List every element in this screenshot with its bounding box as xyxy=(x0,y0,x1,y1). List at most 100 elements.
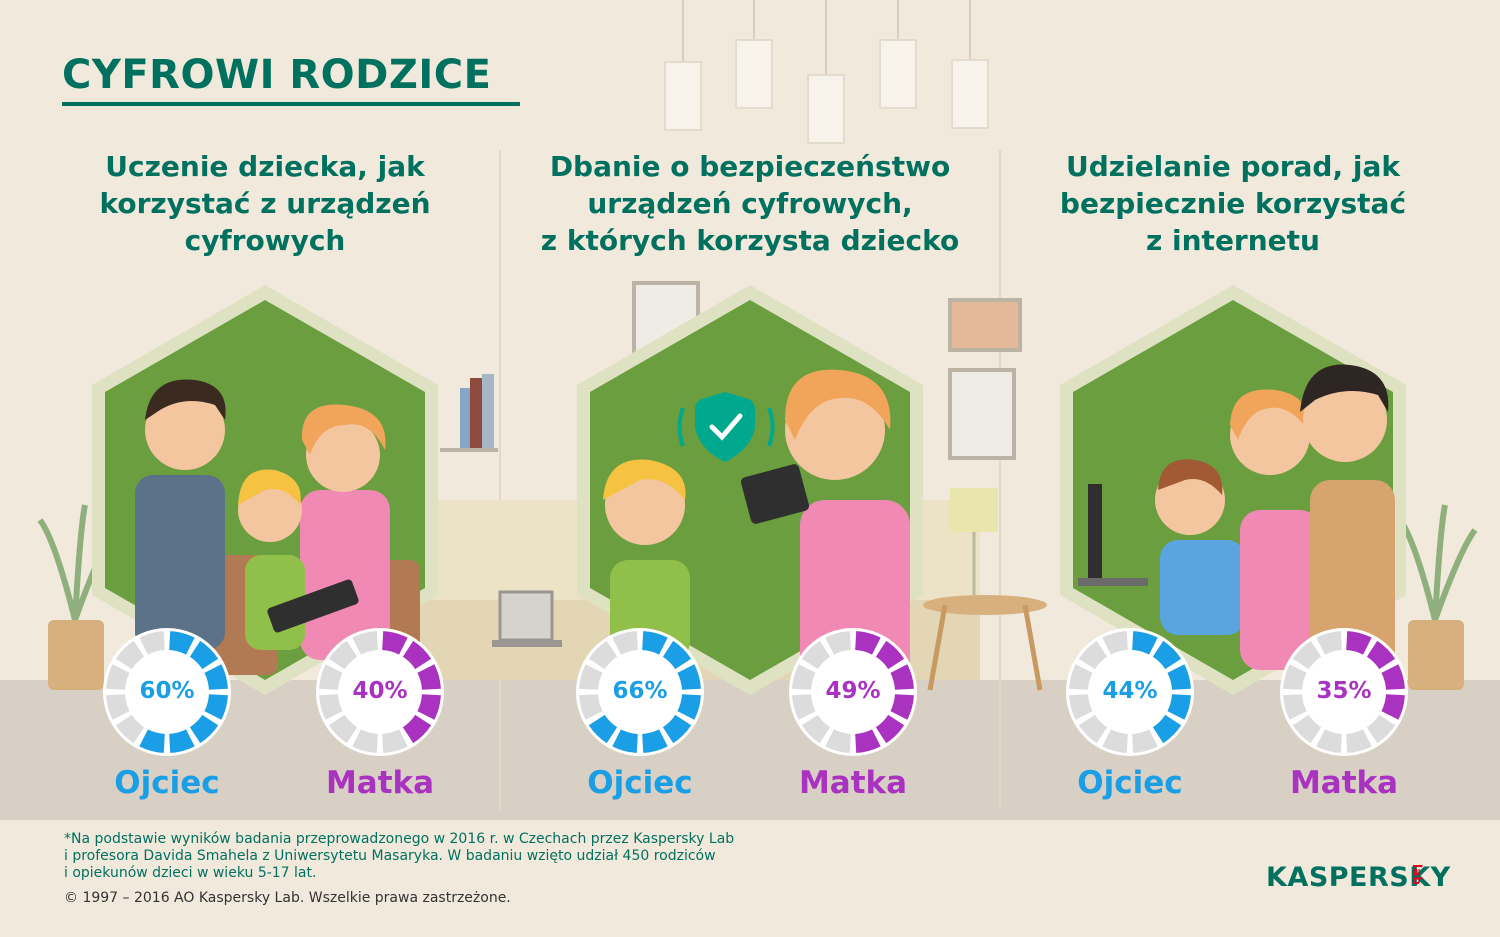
mother-gauge-segment xyxy=(1283,664,1307,690)
father-gauge-segment xyxy=(1078,640,1108,670)
father-gauge-segment xyxy=(1069,694,1093,720)
father-gauge-segment xyxy=(662,714,692,744)
footnote-line: i opiekunów dzieci w wieku 5-17 lat. xyxy=(64,865,317,881)
column-heading-line: bezpiecznie korzystać xyxy=(1059,187,1407,220)
father-percent-1: 60% xyxy=(139,678,195,704)
mother-gauge-segment xyxy=(402,714,432,744)
mother-gauge-segment xyxy=(801,714,831,744)
father-gauge-segment xyxy=(1102,729,1128,753)
father-gauge-segment xyxy=(579,694,603,720)
mother-gauge-segment xyxy=(825,729,851,753)
shield-check-icon xyxy=(677,392,775,462)
father-gauge-segment xyxy=(1167,664,1191,690)
mother-label-3: Matka xyxy=(1289,765,1399,801)
footnote-line: i profesora Davida Smahela z Uniwersytet… xyxy=(64,848,716,864)
father-icon-3 xyxy=(1300,364,1395,670)
father-gauge-segment xyxy=(642,631,668,655)
father-gauge-segment xyxy=(1069,664,1093,690)
table-icon xyxy=(923,595,1047,691)
copyright: © 1997 – 2016 AO Kaspersky Lab. Wszelkie… xyxy=(64,890,511,906)
pendant-lamps-icon xyxy=(664,0,989,144)
father-gauge-segment xyxy=(1167,694,1191,720)
father-gauge-segment xyxy=(139,631,165,655)
father-gauge-segment xyxy=(1132,729,1158,753)
column-heading-1: Uczenie dziecka, jak korzystać z urządze… xyxy=(30,148,500,259)
father-gauge-segment xyxy=(642,729,668,753)
mother-gauge-segment xyxy=(1292,714,1322,744)
father-percent-2: 66% xyxy=(612,678,668,704)
donut-gauges xyxy=(103,628,1408,756)
father-gauge-segment xyxy=(115,640,145,670)
mother-label-1: Matka xyxy=(325,765,435,801)
father-gauge-segment xyxy=(588,640,618,670)
mother-gauge-segment xyxy=(1381,694,1405,720)
father-gauge-segment xyxy=(612,729,638,753)
kaspersky-logo: KASPERSKY xyxy=(1266,862,1451,893)
father-gauge-segment xyxy=(189,714,219,744)
mother-gauge-segment xyxy=(1292,640,1322,670)
mother-gauge-segment xyxy=(855,729,881,753)
mother-icon-3 xyxy=(1230,389,1320,670)
father-gauge-segment xyxy=(169,729,195,753)
father-gauge-segment xyxy=(204,694,228,720)
page-title: CYFROWI RODZICE xyxy=(62,52,492,98)
column-heading-line: z internetu xyxy=(1145,224,1320,257)
father-gauge-segment xyxy=(106,664,130,690)
mother-gauge-segment xyxy=(890,694,914,720)
mother-gauge-segment xyxy=(1316,729,1342,753)
mother-gauge-segment xyxy=(792,664,816,690)
mother-label-2: Matka xyxy=(798,765,908,801)
tablet-icon xyxy=(267,579,359,633)
mother-gauge-segment xyxy=(875,640,905,670)
mother-gauge-segment xyxy=(319,694,343,720)
father-gauge-segment xyxy=(139,729,165,753)
father-gauge-segment xyxy=(1132,631,1158,655)
father-gauge-segment xyxy=(169,631,195,655)
mother-gauge-segment xyxy=(402,640,432,670)
column-heading-line: Udzielanie porad, jak xyxy=(1066,150,1400,183)
column-heading-line: urządzeń cyfrowych, xyxy=(587,187,913,220)
father-label-3: Ojciec xyxy=(1077,765,1183,801)
father-gauge-segment xyxy=(588,714,618,744)
father-gauge-segment xyxy=(677,664,701,690)
mother-gauge-segment xyxy=(1346,631,1372,655)
mother-gauge-segment xyxy=(1346,729,1372,753)
column-heading-3: Udzielanie porad, jak bezpiecznie korzys… xyxy=(998,148,1468,259)
column-heading-line: cyfrowych xyxy=(184,224,346,257)
column-heading-line: korzystać z urządzeń xyxy=(99,187,431,220)
father-label-1: Ojciec xyxy=(114,765,220,801)
father-gauge-segment xyxy=(612,631,638,655)
mother-gauge-segment xyxy=(1316,631,1342,655)
computer-icon xyxy=(1078,484,1148,586)
mother-gauge-segment xyxy=(875,714,905,744)
floor-lamp-icon xyxy=(950,488,998,595)
mother-gauge-segment xyxy=(328,714,358,744)
father-gauge-segment xyxy=(115,714,145,744)
son-icon xyxy=(1155,459,1245,635)
father-gauge-segment xyxy=(106,694,130,720)
mother-gauge-segment xyxy=(382,631,408,655)
father-gauge-segment xyxy=(189,640,219,670)
column-heading-line: z których korzysta dziecko xyxy=(540,224,960,257)
father-gauge-segment xyxy=(677,694,701,720)
father-gauge-segment xyxy=(204,664,228,690)
footnote-line: *Na podstawie wyników badania przeprowad… xyxy=(64,831,735,847)
mother-gauge-segment xyxy=(1381,664,1405,690)
mother-gauge-segment xyxy=(855,631,881,655)
father-gauge-segment xyxy=(1078,714,1108,744)
father-gauge-segment xyxy=(1102,631,1128,655)
father-label-2: Ojciec xyxy=(587,765,693,801)
mother-percent-2: 49% xyxy=(825,678,881,704)
mother-gauge-segment xyxy=(417,664,441,690)
mother-gauge-segment xyxy=(352,631,378,655)
mother-gauge-segment xyxy=(382,729,408,753)
mother-gauge-segment xyxy=(319,664,343,690)
father-gauge-segment xyxy=(579,664,603,690)
books-icon xyxy=(440,374,498,452)
father-percent-3: 44% xyxy=(1102,678,1158,704)
mother-gauge-segment xyxy=(890,664,914,690)
mother-gauge-segment xyxy=(792,694,816,720)
mother-icon xyxy=(300,404,390,660)
